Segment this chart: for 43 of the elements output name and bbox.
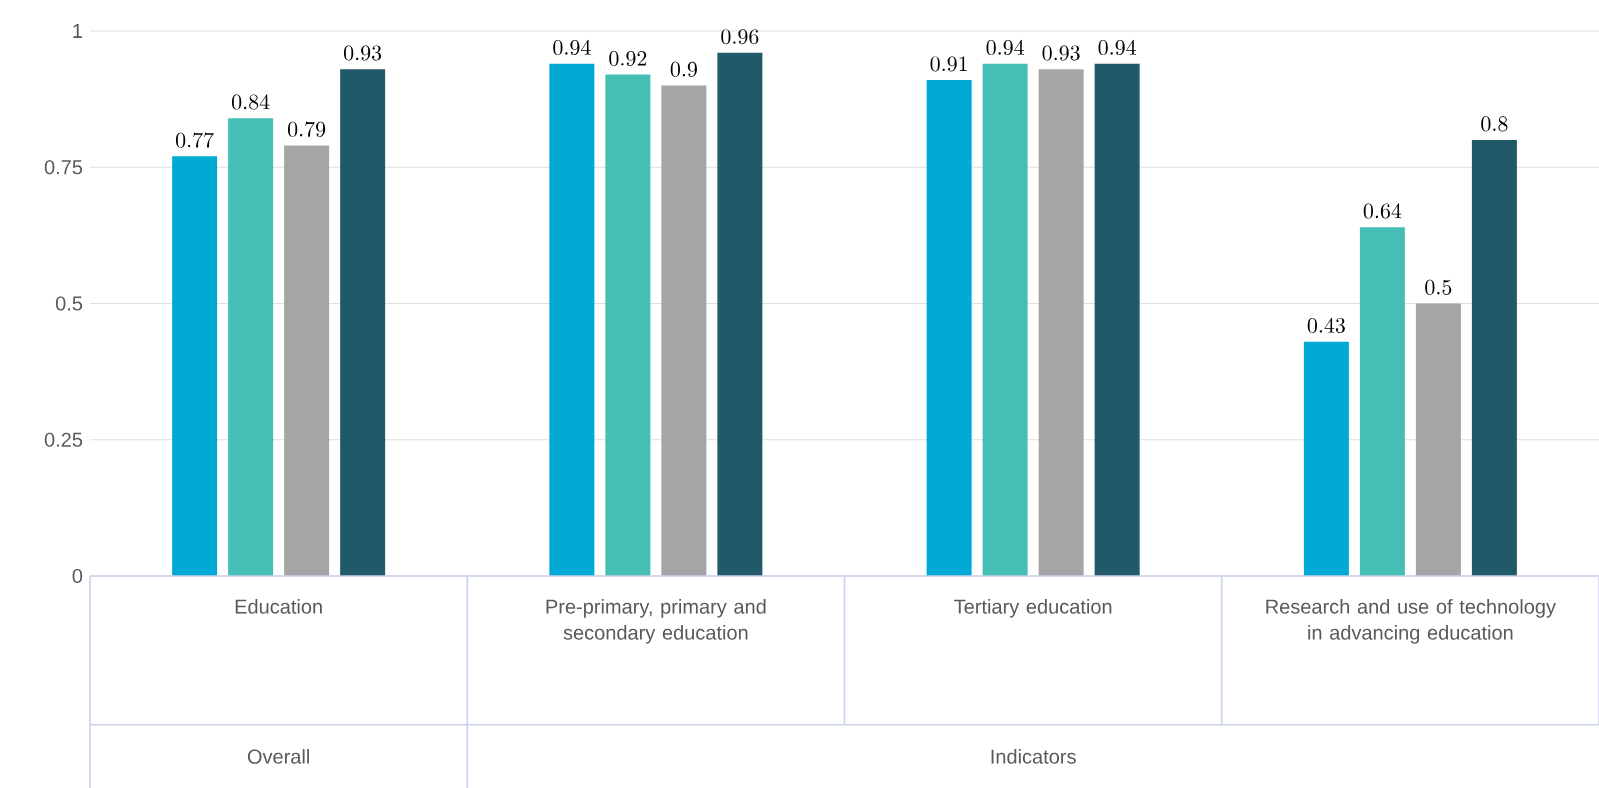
data-label: 0.9 [670, 61, 697, 77]
bar [228, 118, 274, 576]
y-tick-label: 0 [72, 568, 83, 584]
x-tick-label: Pre-primary, primary and secondary education [546, 599, 766, 644]
text: Indicators [991, 749, 1076, 764]
data-label: 0.91 [930, 56, 967, 72]
bar [661, 85, 707, 576]
y-tick-label: 0.5 [55, 296, 83, 311]
bar [1415, 303, 1461, 576]
bar [717, 52, 763, 576]
data-label: 0.94 [1098, 39, 1136, 56]
data-label: 0.8 [1481, 116, 1508, 132]
x-tick-label: Tertiary education [954, 599, 1112, 618]
x-tick-label: Research and use of technology in advancing education [1266, 599, 1556, 644]
data-label: 0.94 [553, 39, 591, 56]
bar [1094, 63, 1140, 576]
bar [172, 156, 218, 576]
bar [982, 63, 1028, 576]
bar [605, 74, 651, 576]
x-tick-label: Education [235, 599, 322, 614]
data-label: 0.93 [344, 45, 382, 61]
data-label: 0.96 [721, 29, 759, 45]
data-label: 0.84 [232, 94, 270, 110]
bar [1359, 227, 1405, 576]
data-label: 0.5 [1425, 279, 1452, 295]
y-tick-label: 0.25 [44, 432, 83, 447]
data-label: 0.92 [609, 50, 647, 66]
y-tick-label: 1 [73, 24, 82, 38]
text: Overall [247, 749, 309, 764]
bar [1303, 341, 1349, 576]
data-label: 0.43 [1307, 317, 1345, 334]
bar [926, 80, 972, 576]
bar [1038, 69, 1084, 576]
y-tick-label: 0.75 [44, 160, 83, 175]
bar [1471, 140, 1517, 576]
bar [340, 69, 386, 576]
data-label: 0.77 [176, 132, 214, 148]
data-label: 0.94 [986, 39, 1024, 56]
data-label: 0.79 [288, 121, 326, 137]
data-label: 0.64 [1363, 203, 1402, 219]
data-label: 0.93 [1042, 45, 1080, 61]
bar [284, 145, 330, 576]
bar [549, 63, 595, 576]
